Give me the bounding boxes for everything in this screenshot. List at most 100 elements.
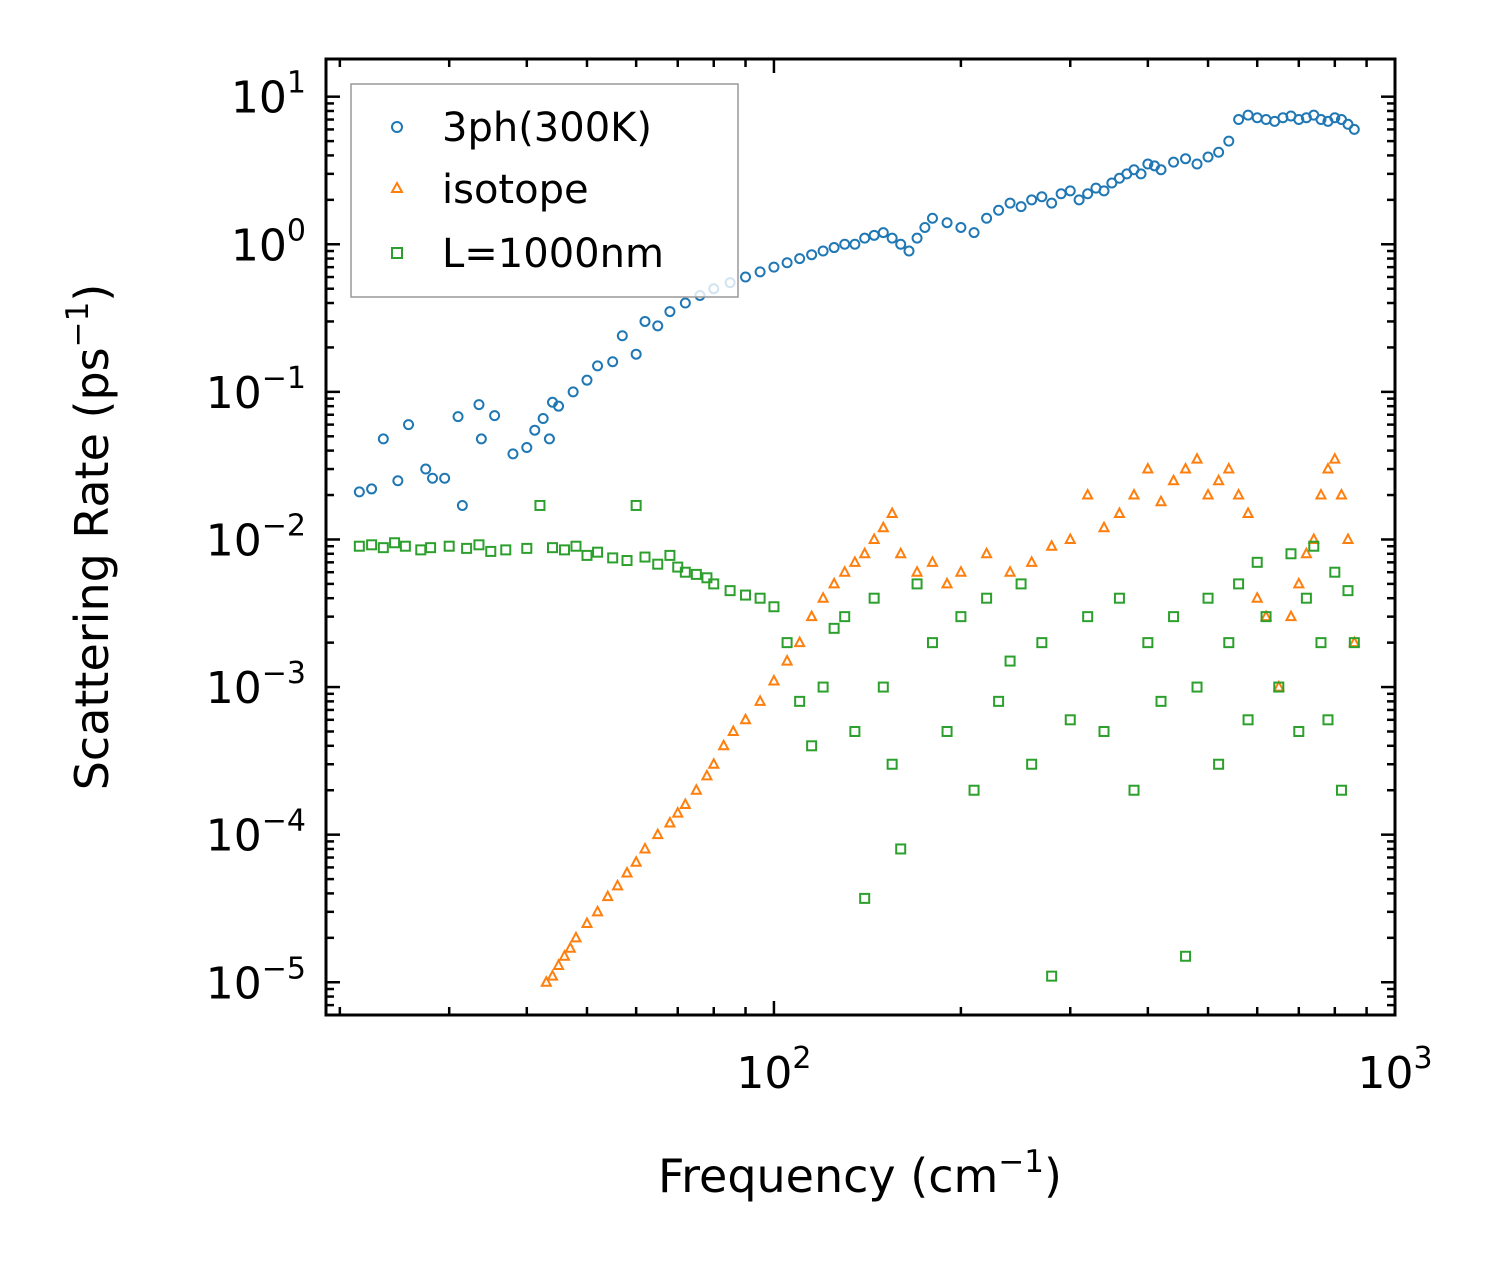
data-point-l1000nm bbox=[366, 539, 378, 551]
data-point-l1000nm bbox=[399, 540, 411, 552]
data-point-l1000nm bbox=[708, 578, 720, 590]
data-point-3ph bbox=[1180, 153, 1192, 165]
data-point-l1000nm bbox=[1308, 540, 1320, 552]
data-point-l1000nm bbox=[1082, 611, 1094, 623]
data-point-3ph bbox=[794, 253, 806, 265]
data-point-isotope bbox=[1179, 461, 1192, 474]
data-point-l1000nm bbox=[1300, 592, 1312, 604]
data-point-isotope bbox=[727, 724, 740, 736]
y-axis-label-text: Scattering Rate (ps bbox=[65, 347, 119, 790]
data-point-isotope bbox=[717, 738, 730, 751]
data-point-isotope bbox=[1154, 494, 1168, 507]
data-point-l1000nm bbox=[849, 725, 861, 737]
data-point-isotope bbox=[591, 904, 604, 917]
data-point-3ph bbox=[1073, 194, 1085, 206]
data-point-l1000nm bbox=[443, 540, 455, 552]
legend-label-3ph: 3ph(300K) bbox=[442, 105, 652, 151]
x-tick-label: 103 bbox=[1357, 1041, 1432, 1099]
data-point-isotope bbox=[546, 969, 559, 981]
data-point-3ph bbox=[537, 413, 549, 425]
data-point-isotope bbox=[580, 916, 594, 929]
data-point-isotope bbox=[569, 930, 583, 943]
data-point-l1000nm bbox=[1142, 637, 1154, 649]
y-tick-label: 10−1 bbox=[206, 361, 306, 419]
data-point-l1000nm bbox=[500, 544, 512, 556]
data-point-3ph bbox=[473, 399, 485, 411]
data-point-3ph bbox=[1036, 191, 1048, 203]
data-point-isotope bbox=[1167, 473, 1180, 486]
y-tick-label: 10−2 bbox=[206, 508, 306, 566]
data-point-3ph bbox=[420, 463, 432, 475]
data-point-3ph bbox=[475, 433, 487, 445]
y-tick-label: 10−3 bbox=[206, 656, 306, 714]
data-point-3ph bbox=[895, 238, 907, 250]
x-axis-label-sup: −1 bbox=[998, 1144, 1044, 1180]
data-point-3ph bbox=[1015, 201, 1027, 213]
data-point-isotope bbox=[816, 591, 830, 603]
data-point-l1000nm bbox=[639, 551, 651, 563]
data-point-isotope bbox=[651, 827, 664, 840]
x-axis-label-text: Frequency (cm bbox=[658, 1149, 998, 1203]
data-point-l1000nm bbox=[1322, 714, 1334, 726]
data-point-l1000nm bbox=[968, 784, 980, 796]
data-point-3ph bbox=[592, 360, 604, 372]
data-point-3ph bbox=[652, 320, 664, 332]
data-point-3ph bbox=[877, 227, 889, 239]
y-tick-label-exponent: −3 bbox=[262, 656, 306, 691]
data-point-isotope bbox=[1201, 487, 1215, 500]
data-point-3ph bbox=[1046, 197, 1058, 209]
data-point-isotope bbox=[858, 546, 871, 559]
data-point-l1000nm bbox=[679, 566, 691, 578]
y-tick-label-base: 10 bbox=[206, 663, 262, 714]
data-point-3ph bbox=[859, 232, 871, 244]
data-point-isotope bbox=[1064, 532, 1077, 544]
data-point-3ph bbox=[926, 212, 938, 224]
data-point-isotope bbox=[1307, 532, 1320, 544]
data-point-isotope bbox=[827, 576, 841, 589]
data-point-3ph bbox=[456, 499, 468, 511]
data-point-3ph bbox=[529, 424, 541, 436]
data-point-l1000nm bbox=[794, 695, 806, 707]
data-point-isotope bbox=[558, 949, 571, 961]
y-axis-label-end: ) bbox=[65, 284, 119, 302]
data-point-l1000nm bbox=[868, 592, 880, 604]
data-point-isotope bbox=[1045, 539, 1058, 551]
data-point-l1000nm bbox=[1223, 637, 1235, 649]
data-point-l1000nm bbox=[1202, 592, 1214, 604]
series-2-markers bbox=[353, 499, 1360, 982]
data-points-layer bbox=[353, 109, 1361, 987]
data-point-isotope bbox=[679, 797, 692, 810]
data-point-isotope bbox=[1232, 487, 1245, 500]
data-point-isotope bbox=[867, 532, 881, 544]
data-point-3ph bbox=[981, 212, 993, 224]
legend-box bbox=[350, 83, 739, 298]
data-point-3ph bbox=[1135, 168, 1147, 180]
data-point-3ph bbox=[630, 348, 642, 360]
data-point-l1000nm bbox=[621, 555, 633, 567]
data-point-isotope bbox=[838, 565, 851, 577]
data-point-3ph bbox=[781, 257, 793, 269]
data-point-l1000nm bbox=[592, 546, 604, 558]
data-point-3ph bbox=[993, 204, 1005, 216]
data-point-l1000nm bbox=[558, 544, 570, 556]
data-point-isotope bbox=[1341, 532, 1355, 544]
data-point-l1000nm bbox=[1155, 695, 1167, 707]
y-tick-label-base: 10 bbox=[206, 515, 262, 566]
data-point-3ph bbox=[1106, 177, 1118, 189]
data-point-isotope bbox=[1284, 609, 1298, 622]
y-axis-label: Scattering Rate (ps−1) bbox=[60, 284, 119, 791]
data-point-3ph bbox=[828, 242, 840, 254]
data-point-l1000nm bbox=[664, 549, 676, 561]
data-point-3ph bbox=[1223, 135, 1235, 147]
data-point-l1000nm bbox=[1046, 970, 1058, 982]
data-point-l1000nm bbox=[1260, 611, 1272, 623]
data-point-3ph bbox=[377, 433, 389, 445]
legend-marker-isotope bbox=[390, 180, 404, 193]
y-tick-label: 10−5 bbox=[206, 951, 306, 1009]
data-point-isotope bbox=[940, 576, 954, 589]
data-point-3ph bbox=[1191, 158, 1203, 170]
data-point-isotope bbox=[663, 815, 677, 828]
data-point-l1000nm bbox=[570, 540, 582, 552]
